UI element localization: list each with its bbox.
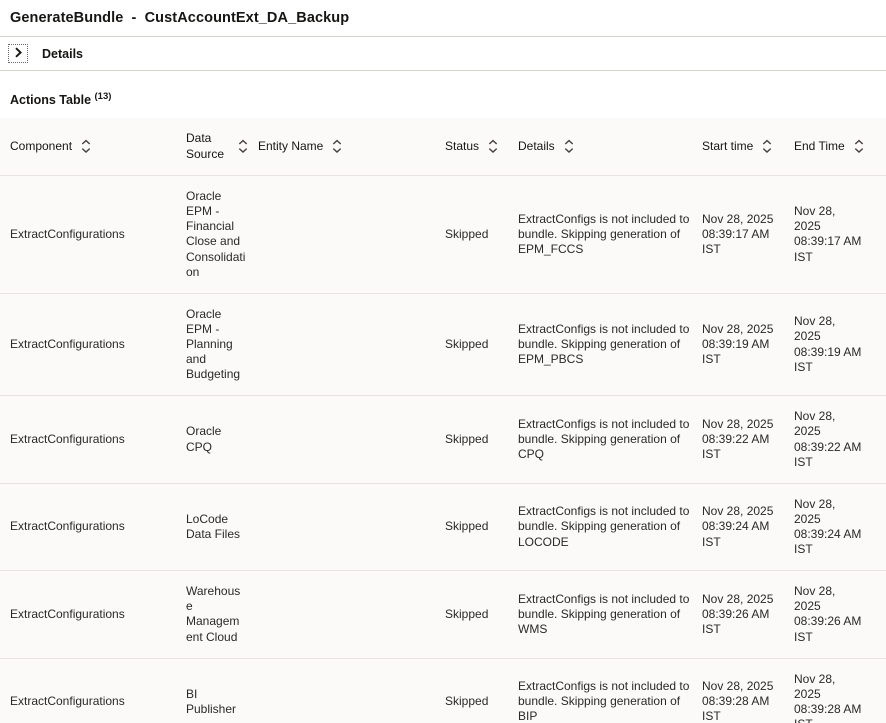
cell-status: Skipped [445, 337, 489, 352]
column-header[interactable]: Start time [702, 131, 794, 163]
actions-table-heading: Actions Table (13) [0, 71, 886, 118]
column-header[interactable]: Entity Name [258, 131, 445, 163]
cell-start-time: Nov 28, 2025 08:39:28 AM IST [702, 679, 774, 723]
cell-start-time: Nov 28, 2025 08:39:22 AM IST [702, 416, 774, 462]
cell-data-source: Warehouse Management Cloud [186, 584, 241, 644]
column-header[interactable]: End Time [794, 131, 876, 163]
cell-component: ExtractConfigurations [10, 337, 125, 352]
sort-icon[interactable] [81, 139, 91, 154]
cell-status: Skipped [445, 694, 489, 709]
table-header-row: Component Data Source Entity Name Status [0, 118, 886, 177]
actions-table-title: Actions Table [10, 93, 92, 108]
sort-icon[interactable] [332, 139, 342, 154]
sort-icon[interactable] [238, 139, 248, 154]
chevron-right-icon [13, 46, 23, 61]
cell-details: ExtractConfigs is not included to bundle… [518, 321, 690, 367]
table-body: ExtractConfigurations Oracle EPM - Finan… [0, 176, 886, 723]
column-header-label: Component [10, 138, 73, 153]
cell-data-source: Oracle EPM - Planning and Budgeting [186, 306, 241, 382]
table-row[interactable]: ExtractConfigurations BI Publisher Skipp… [0, 659, 886, 723]
cell-end-time: Nov 28, 2025 08:39:17 AM IST [794, 204, 862, 264]
cell-end-time: Nov 28, 2025 08:39:26 AM IST [794, 584, 862, 644]
actions-table-count: (13) [94, 91, 112, 102]
cell-entity-name [258, 332, 445, 358]
cell-start-time: Nov 28, 2025 08:39:19 AM IST [702, 321, 774, 367]
sort-icon[interactable] [762, 139, 772, 154]
cell-entity-name [258, 427, 445, 453]
table-row[interactable]: ExtractConfigurations Warehouse Manageme… [0, 571, 886, 659]
column-header[interactable]: Component [10, 131, 186, 163]
cell-status: Skipped [445, 432, 489, 447]
cell-entity-name [258, 221, 445, 247]
column-header[interactable]: Data Source [186, 123, 258, 170]
column-header[interactable]: Details [518, 131, 702, 163]
cell-entity-name [258, 601, 445, 627]
cell-component: ExtractConfigurations [10, 432, 125, 447]
cell-component: ExtractConfigurations [10, 606, 125, 621]
table-row[interactable]: ExtractConfigurations Oracle EPM - Plann… [0, 294, 886, 397]
column-header-label: Entity Name [258, 138, 324, 153]
details-expander: Details [0, 37, 886, 71]
cell-entity-name [258, 514, 445, 540]
table-row[interactable]: ExtractConfigurations LoCode Data Files … [0, 484, 886, 572]
column-header-label: Status [445, 138, 480, 153]
cell-details: ExtractConfigs is not included to bundle… [518, 591, 690, 636]
cell-start-time: Nov 28, 2025 08:39:24 AM IST [702, 504, 774, 549]
column-header-label: Data Source [186, 131, 225, 161]
sort-icon[interactable] [854, 139, 864, 154]
cell-component: ExtractConfigurations [10, 226, 125, 241]
cell-data-source: Oracle EPM - Financial Close and Consoli… [186, 189, 246, 279]
cell-end-time: Nov 28, 2025 08:39:24 AM IST [794, 496, 862, 557]
cell-details: ExtractConfigs is not included to bundle… [518, 416, 690, 462]
sort-icon[interactable] [488, 139, 498, 154]
cell-start-time: Nov 28, 2025 08:39:26 AM IST [702, 591, 774, 636]
column-header-label: End Time [794, 138, 845, 153]
details-expand-button[interactable] [8, 44, 28, 63]
cell-end-time: Nov 28, 2025 08:39:19 AM IST [794, 314, 862, 374]
column-header[interactable]: Status [445, 131, 518, 163]
cell-component: ExtractConfigurations [10, 519, 125, 534]
cell-entity-name [258, 689, 445, 715]
cell-data-source: BI Publisher [186, 686, 237, 716]
actions-table: Component Data Source Entity Name Status [0, 118, 886, 723]
title-bar: GenerateBundle - CustAccountExt_DA_Backu… [0, 0, 886, 37]
page-title: GenerateBundle - CustAccountExt_DA_Backu… [10, 10, 350, 26]
cell-status: Skipped [445, 519, 489, 534]
cell-data-source: LoCode Data Files [186, 511, 241, 542]
cell-status: Skipped [445, 606, 489, 621]
cell-details: ExtractConfigs is not included to bundle… [518, 679, 690, 723]
sort-icon[interactable] [564, 139, 574, 154]
cell-component: ExtractConfigurations [10, 694, 125, 709]
table-row[interactable]: ExtractConfigurations Oracle EPM - Finan… [0, 176, 886, 294]
cell-details: ExtractConfigs is not included to bundle… [518, 211, 690, 257]
column-header-label: Start time [702, 138, 754, 153]
cell-start-time: Nov 28, 2025 08:39:17 AM IST [702, 211, 774, 257]
column-header-label: Details [518, 138, 555, 153]
cell-details: ExtractConfigs is not included to bundle… [518, 504, 690, 549]
details-label: Details [42, 46, 83, 61]
cell-data-source: Oracle CPQ [186, 424, 222, 454]
cell-end-time: Nov 28, 2025 08:39:28 AM IST [794, 671, 862, 723]
cell-end-time: Nov 28, 2025 08:39:22 AM IST [794, 409, 862, 469]
cell-status: Skipped [445, 226, 489, 241]
table-row[interactable]: ExtractConfigurations Oracle CPQ Skipped… [0, 396, 886, 484]
